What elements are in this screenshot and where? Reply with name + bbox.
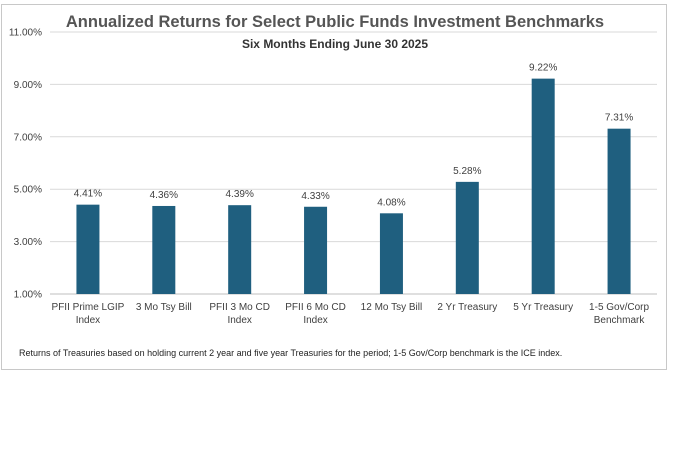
x-tick-label: Benchmark — [594, 315, 646, 326]
y-tick-label: 11.00% — [9, 28, 42, 39]
x-tick-label: 3 Mo Tsy Bill — [136, 302, 192, 313]
bar — [607, 128, 631, 294]
x-tick-label: 1-5 Gov/Corp — [589, 302, 649, 313]
x-tick-label: 12 Mo Tsy Bill — [361, 302, 423, 313]
x-tick-label: PFII 6 Mo CD — [285, 302, 346, 313]
y-tick-label: 1.00% — [14, 290, 42, 301]
bar — [228, 205, 252, 294]
y-tick-label: 9.00% — [14, 80, 42, 91]
x-tick-label: 5 Yr Treasury — [513, 302, 573, 313]
data-label: 9.22% — [529, 63, 557, 74]
x-tick-label: Index — [227, 315, 251, 326]
x-tick-label: Index — [303, 315, 327, 326]
data-label: 4.39% — [226, 189, 254, 200]
chart-frame: Annualized Returns for Select Public Fun… — [1, 4, 667, 370]
x-tick-label: PFII Prime LGIP — [52, 302, 125, 313]
chart-title: Annualized Returns for Select Public Fun… — [65, 13, 605, 31]
bar-chart: 1.00% 3.00% 5.00% 7.00% 9.00% 11.00% 4.41% PFII… — [9, 28, 657, 326]
x-tick-label: 2 Yr Treasury — [437, 302, 497, 313]
y-tick-label: 5.00% — [14, 185, 42, 196]
bar — [531, 78, 555, 294]
bar — [76, 204, 100, 294]
data-label: 4.33% — [301, 191, 329, 202]
data-label: 4.41% — [74, 189, 102, 200]
y-tick-label: 3.00% — [14, 237, 42, 248]
data-label: 7.31% — [605, 113, 633, 124]
bar — [152, 205, 176, 294]
x-tick-label: Index — [76, 315, 100, 326]
chart-subtitle: Six Months Ending June 30 2025 — [241, 37, 429, 51]
bar — [455, 181, 479, 294]
data-label: 4.08% — [377, 197, 405, 208]
y-tick-label: 7.00% — [14, 132, 42, 143]
chart-footnote: Returns of Treasuries based on holding c… — [19, 348, 563, 358]
x-tick-label: PFII 3 Mo CD — [209, 302, 270, 313]
data-label: 5.28% — [453, 166, 481, 177]
data-label: 4.36% — [150, 190, 178, 201]
bar — [379, 213, 403, 294]
bar — [304, 206, 328, 294]
